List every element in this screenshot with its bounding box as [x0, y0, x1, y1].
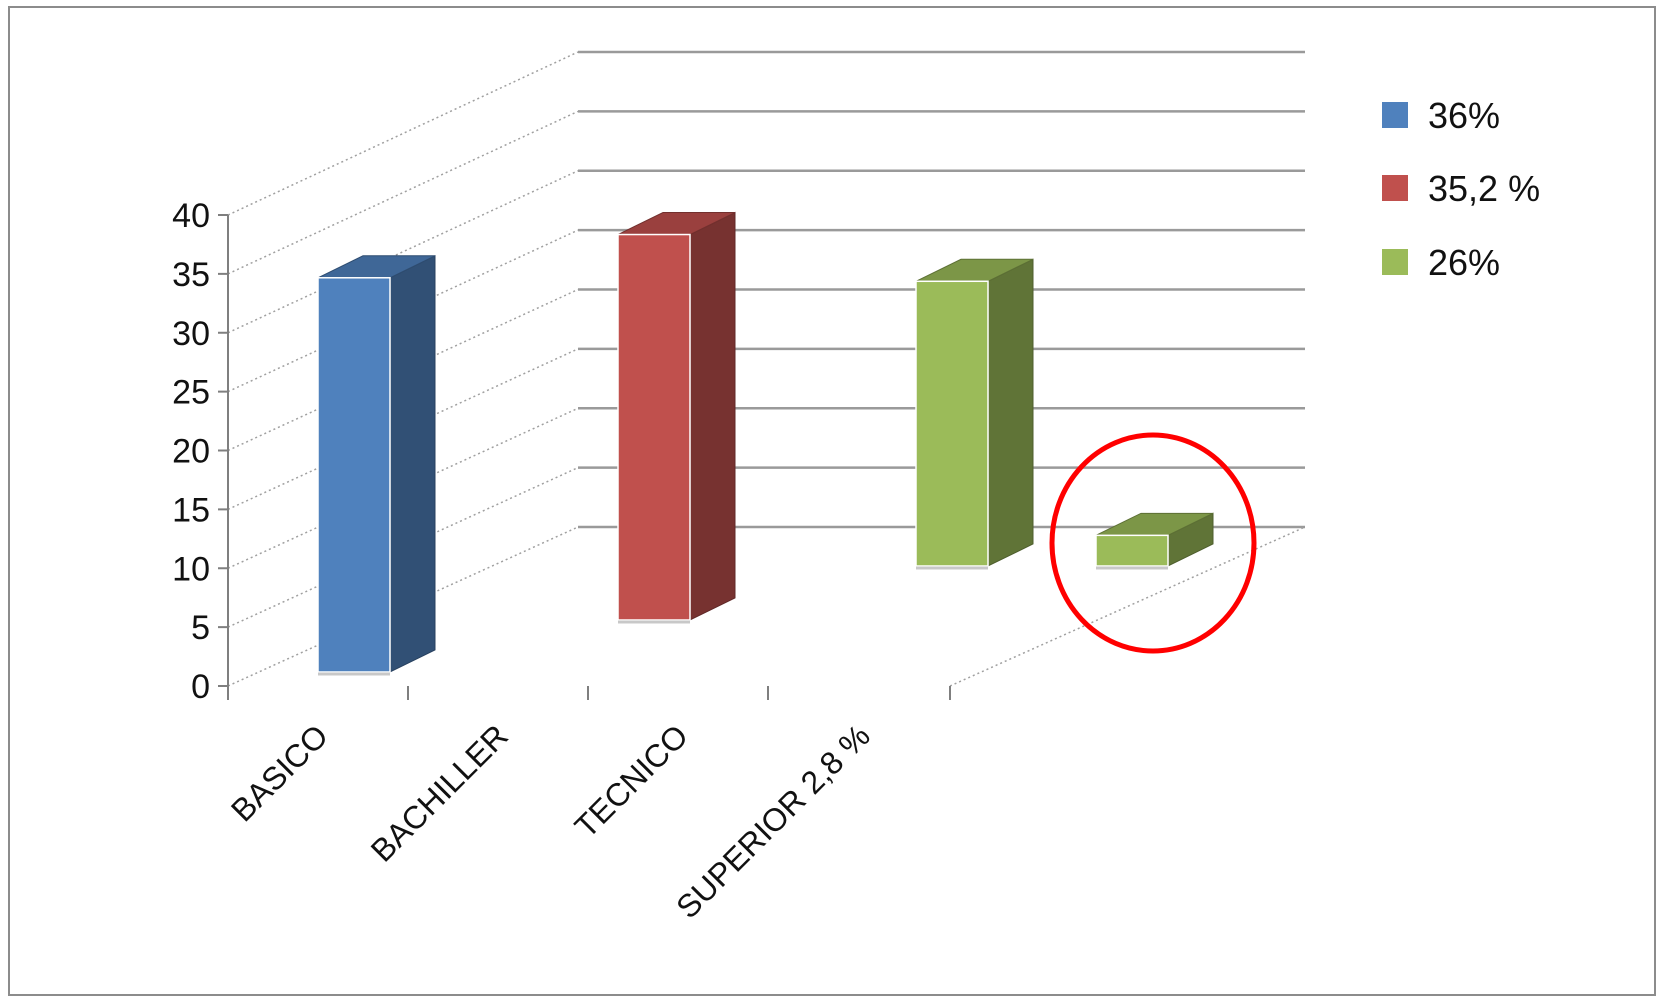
bar-side-face [987, 258, 1034, 567]
side-gridline [227, 348, 579, 511]
bar-side-face [689, 211, 736, 621]
bar-front-face [915, 280, 989, 567]
x-category-label: BASICO [224, 717, 335, 828]
legend-label: 35,2 % [1428, 168, 1540, 209]
y-tick-label: 10 [172, 550, 210, 588]
x-category-label: TECNICO [568, 717, 695, 844]
y-tick-label: 40 [172, 197, 210, 235]
y-tick-label: 25 [172, 374, 210, 412]
y-tick-label: 30 [172, 315, 210, 353]
side-gridline [227, 229, 579, 393]
x-category-label: BACHILLER [364, 717, 515, 868]
bar-front-face [1095, 534, 1169, 567]
annotation-circle [1049, 432, 1257, 654]
side-gridline [227, 407, 579, 569]
y-tick-label: 20 [172, 433, 210, 471]
legend-swatch [1382, 249, 1408, 275]
x-category-label: SUPERIOR 2,8 % [669, 717, 877, 925]
bars [317, 211, 1214, 676]
legend-swatch [1382, 175, 1408, 201]
y-tick-label: 5 [191, 609, 210, 647]
legend-item: 35,2 % [1382, 168, 1540, 209]
bar-bachiller [617, 211, 736, 624]
legend: 36% 35,2 % 26% [1382, 95, 1540, 283]
bar-front-face [317, 277, 391, 673]
bar-superior [1095, 512, 1214, 570]
legend-item: 26% [1382, 242, 1500, 283]
bar-tecnico [915, 258, 1034, 570]
y-tick-labels: 0 5 10 15 20 25 30 35 40 [172, 197, 228, 706]
legend-label: 36% [1428, 95, 1500, 136]
side-gridline [227, 110, 579, 275]
legend-item: 36% [1382, 95, 1500, 136]
y-tick-label: 35 [172, 256, 210, 294]
side-gridline [227, 526, 579, 687]
bar-front-face [617, 233, 691, 621]
y-tick-label: 0 [191, 668, 210, 706]
side-gridline [227, 170, 579, 334]
bar-basico [317, 254, 436, 676]
bar-side-face [389, 254, 436, 673]
side-gridline [227, 51, 579, 216]
legend-label: 26% [1428, 242, 1500, 283]
side-gridline [227, 466, 579, 628]
side-gridline [227, 288, 579, 452]
legend-swatch [1382, 102, 1408, 128]
y-tick-label: 15 [172, 491, 210, 529]
